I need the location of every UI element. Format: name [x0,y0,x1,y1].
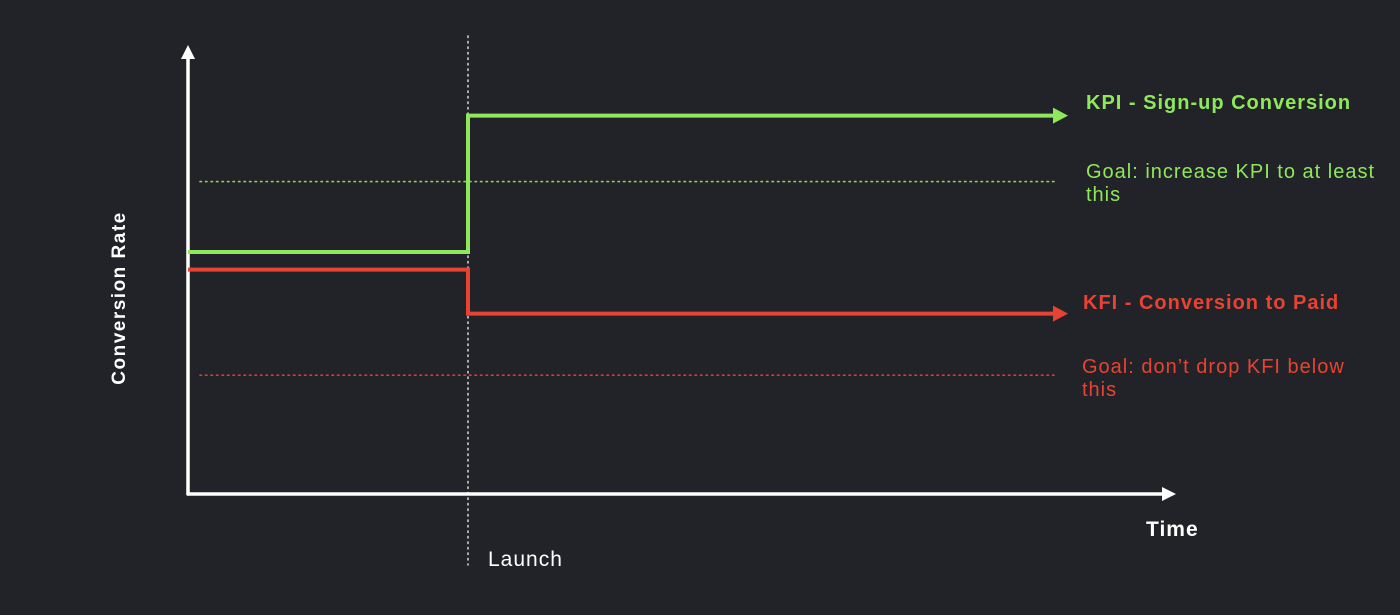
y-axis-arrow [181,45,195,59]
y-axis-label: Conversion Rate [109,211,130,385]
x-axis-arrow [1162,487,1176,501]
kfi-goal-label: Goal: don’t drop KFI below this [1082,356,1345,401]
series-arrow-1 [1053,107,1068,124]
series-line-2 [188,267,1058,316]
launch-event-label: Launch [488,548,563,571]
x-axis-label: Time [1146,518,1199,541]
kpi-series-label: KPI - Sign-up Conversion [1086,92,1352,114]
kfi-series-label: KFI - Conversion to Paid [1083,292,1340,314]
series-line-1 [188,113,1058,254]
series-arrow-2 [1053,305,1068,322]
kpi-goal-label: Goal: increase KPI to at least this [1086,161,1376,206]
